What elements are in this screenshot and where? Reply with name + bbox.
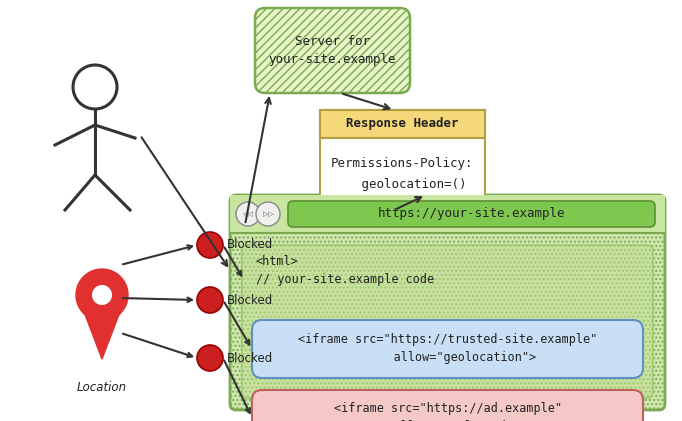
Text: <iframe src="https://trusted-site.example"
     allow="geolocation">: <iframe src="https://trusted-site.exampl…	[298, 333, 597, 365]
FancyBboxPatch shape	[252, 390, 643, 421]
Circle shape	[236, 202, 260, 226]
FancyBboxPatch shape	[230, 195, 665, 410]
Circle shape	[197, 287, 223, 313]
Circle shape	[197, 232, 223, 258]
Text: Location: Location	[77, 381, 127, 394]
Polygon shape	[76, 269, 128, 321]
Text: <iframe src="https://ad.example"
     allow="geolocation">: <iframe src="https://ad.example" allow="…	[333, 402, 561, 421]
Circle shape	[256, 202, 280, 226]
FancyBboxPatch shape	[255, 8, 410, 93]
Text: Blocked: Blocked	[227, 293, 273, 306]
Bar	[320, 110, 485, 138]
Text: ▷▷: ▷▷	[263, 211, 273, 217]
Circle shape	[92, 285, 112, 305]
Bar	[320, 110, 485, 210]
Circle shape	[197, 345, 223, 371]
Bar	[230, 195, 665, 233]
Text: <html>
// your-site.example code: <html> // your-site.example code	[256, 255, 434, 286]
Text: Permissions-Policy:
   geolocation=(): Permissions-Policy: geolocation=()	[331, 157, 474, 191]
FancyBboxPatch shape	[242, 245, 653, 398]
Text: Blocked: Blocked	[227, 239, 273, 251]
Text: Server for
your-site.example: Server for your-site.example	[269, 35, 396, 66]
Text: ◁◁: ◁◁	[243, 211, 254, 217]
Polygon shape	[83, 308, 121, 359]
Text: Blocked: Blocked	[227, 352, 273, 365]
Text: https://your-site.example: https://your-site.example	[378, 208, 565, 221]
Bar	[320, 110, 485, 138]
FancyBboxPatch shape	[252, 320, 643, 378]
FancyBboxPatch shape	[288, 201, 655, 227]
Text: Response Header: Response Header	[346, 117, 459, 131]
